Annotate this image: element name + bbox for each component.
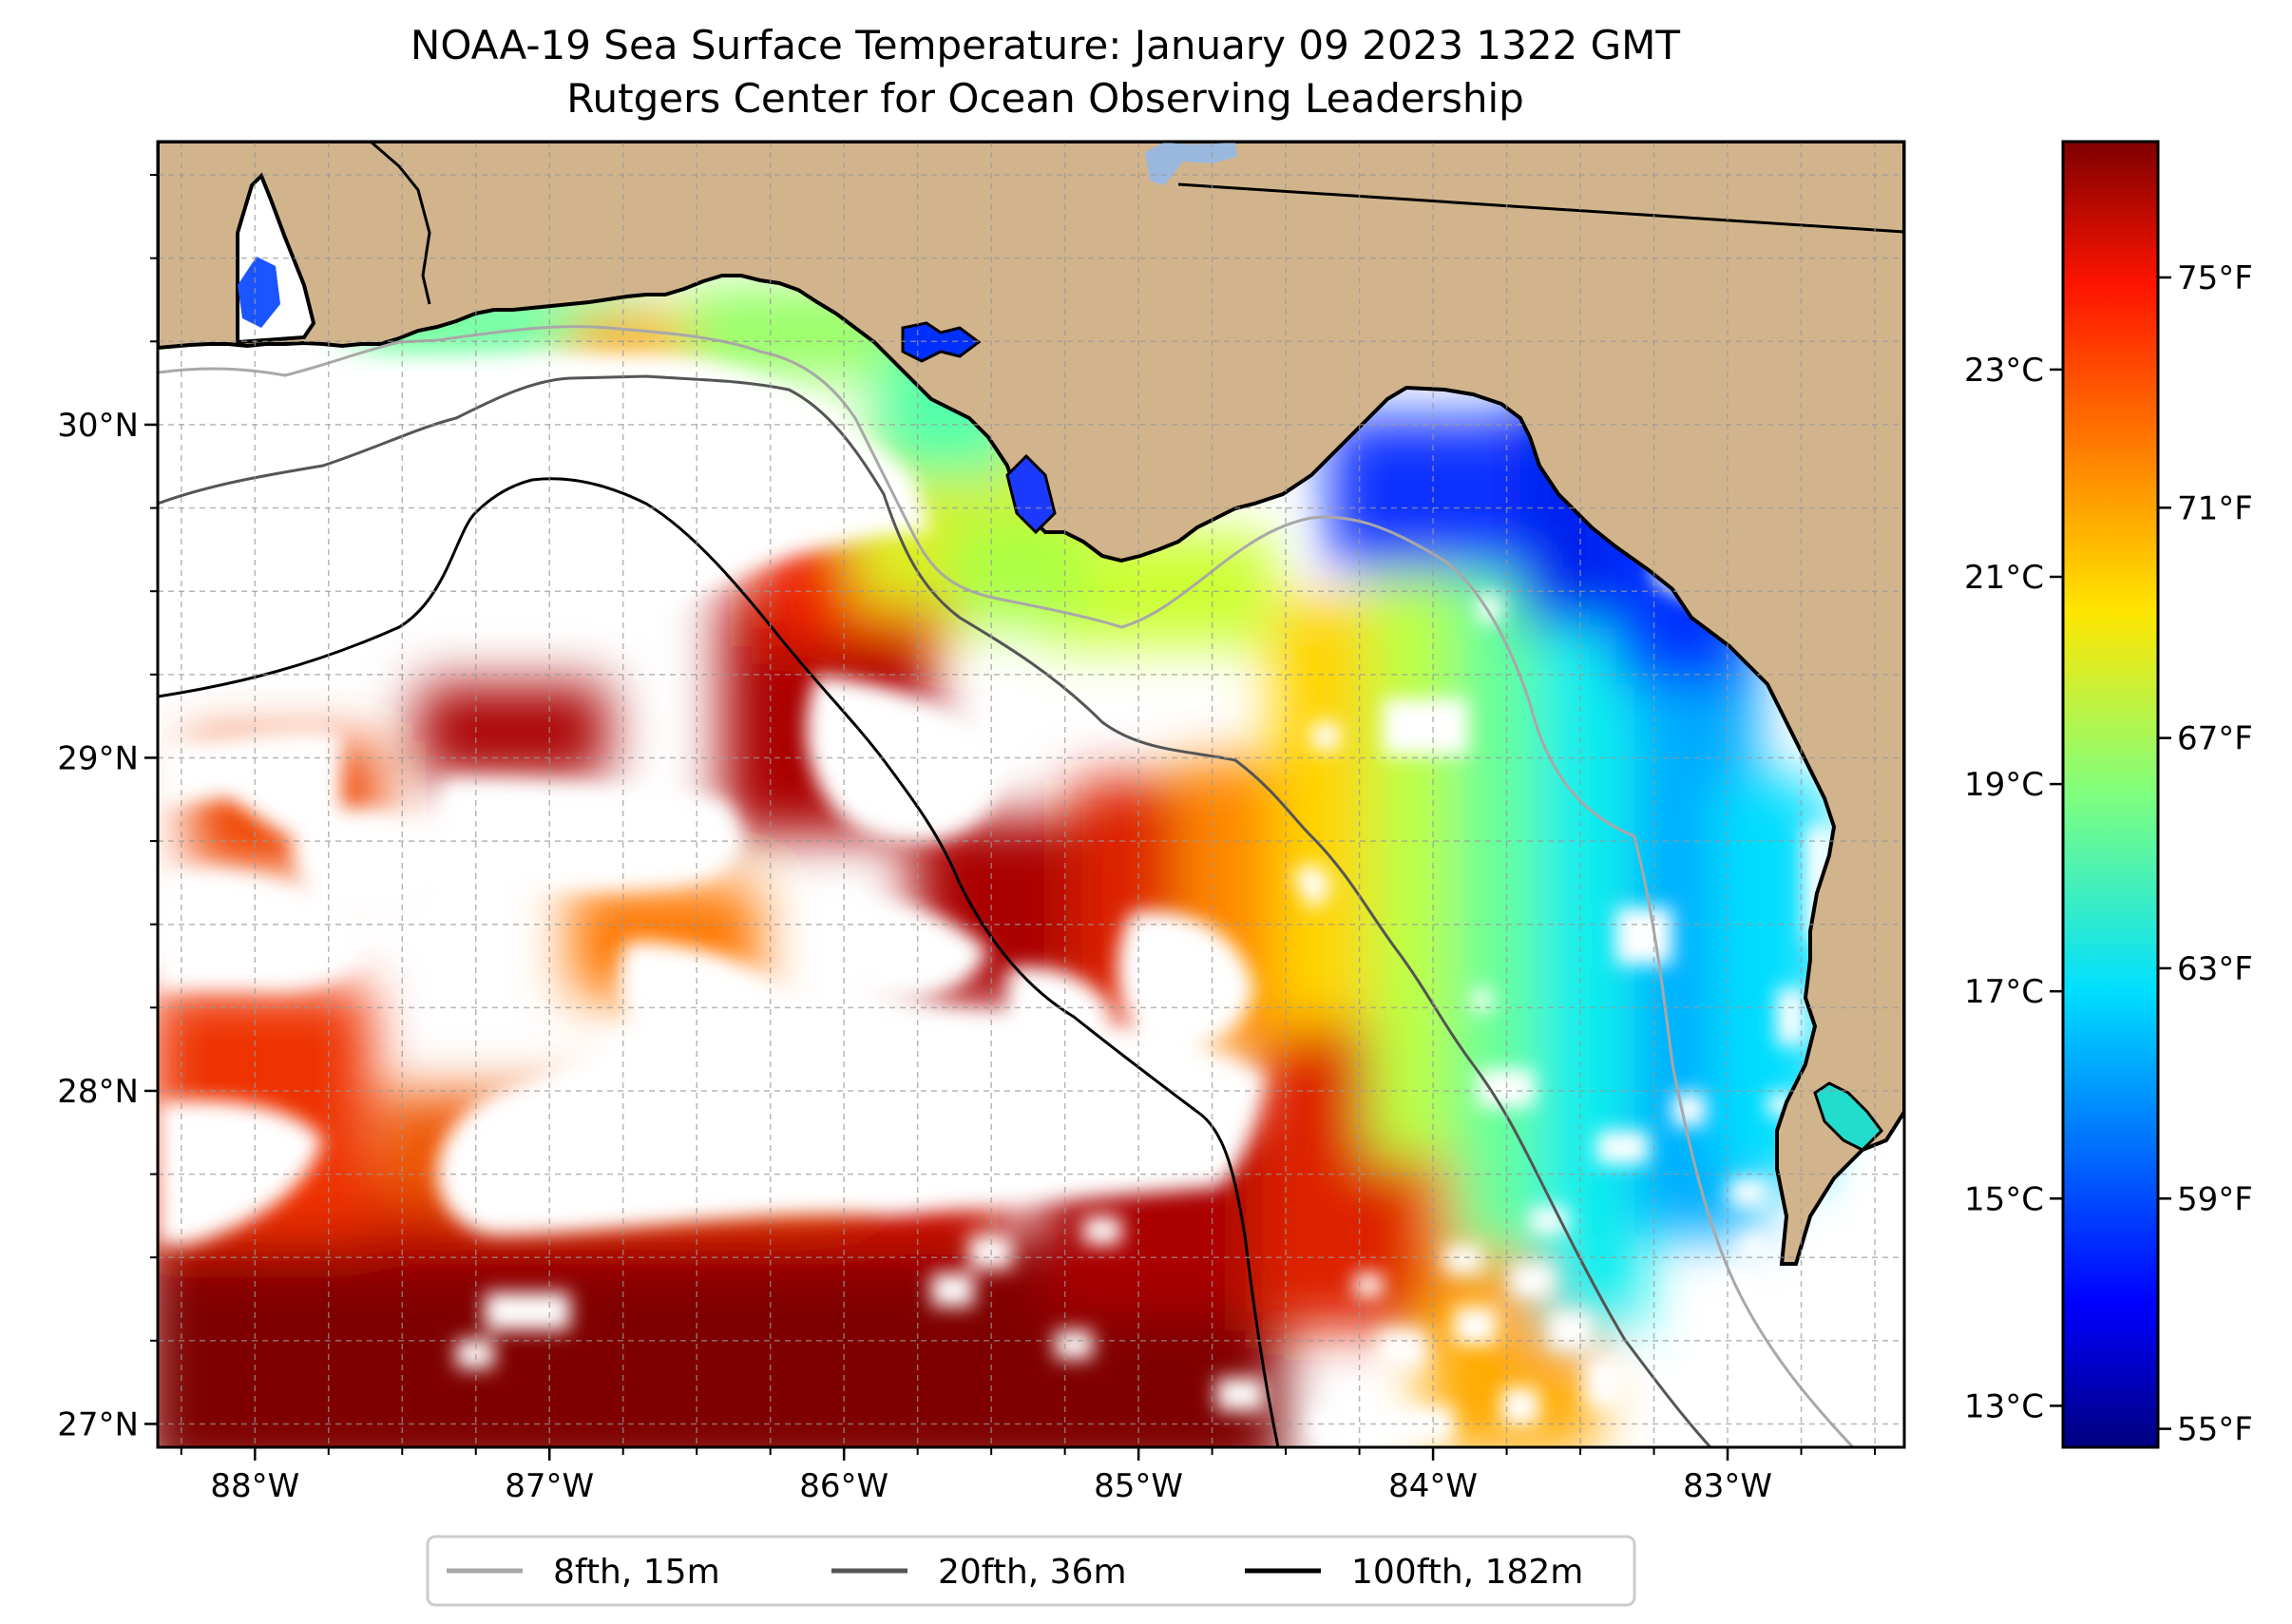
lat-tick-label: 28°N xyxy=(57,1073,139,1111)
mobile-bay-cold-water xyxy=(238,257,280,328)
fahrenheit-tick-label: 67°F xyxy=(2177,720,2253,758)
fahrenheit-tick-label: 55°F xyxy=(2177,1411,2253,1449)
legend-entries: 8fth, 15m 20fth, 36m 100fth, 182m xyxy=(447,1553,1583,1592)
fahrenheit-tick-label: 63°F xyxy=(2177,950,2253,988)
lat-tick-label: 30°N xyxy=(57,407,139,445)
contour-20fth xyxy=(158,374,1712,1447)
state-border xyxy=(1177,182,1904,234)
celsius-tick-label: 13°C xyxy=(1964,1387,2044,1425)
state-border xyxy=(370,142,431,305)
lon-tick-label: 87°W xyxy=(505,1467,594,1505)
lon-tick-label: 84°W xyxy=(1388,1467,1478,1505)
lon-tick-label: 85°W xyxy=(1094,1467,1183,1505)
legend-box xyxy=(426,1535,1636,1607)
celsius-tick-label: 15°C xyxy=(1964,1180,2044,1218)
celsius-tick-label: 17°C xyxy=(1964,973,2044,1011)
map-subtitle: Rutgers Center for Ocean Observing Leade… xyxy=(566,75,1524,122)
sst-field xyxy=(158,142,1904,1447)
lon-tick-label: 86°W xyxy=(799,1467,888,1505)
contour-100fth xyxy=(158,477,1280,1447)
lon-tick-label: 83°W xyxy=(1683,1467,1772,1505)
colorbar-gradient xyxy=(2063,142,2158,1447)
legend-label: 8fth, 15m xyxy=(553,1553,720,1592)
map-gridlines xyxy=(158,142,1904,1447)
map-panel: 88°W 87°W 86°W 85°W 84°W 83°W 27°N 28°N 29°N 30°… xyxy=(57,140,1906,1505)
colorbar-celsius-axis: 13°C 15°C 17°C 19°C 21°C 23°C xyxy=(1964,352,2063,1425)
celsius-tick-label: 19°C xyxy=(1964,766,2044,804)
colorbar-frame xyxy=(2061,140,2160,1449)
fahrenheit-tick-label: 75°F xyxy=(2177,259,2253,297)
longitude-axis: 88°W 87°W 86°W 85°W 84°W 83°W xyxy=(180,1447,1877,1505)
lat-tick-label: 29°N xyxy=(57,739,139,777)
tampa-bay xyxy=(1813,1081,1883,1152)
lat-tick-label: 27°N xyxy=(57,1405,139,1443)
depth-legend: 8fth, 15m 20fth, 36m 100fth, 182m xyxy=(426,1535,1636,1607)
colorbar: 13°C 15°C 17°C 19°C 21°C 23°C 55°F 59°F 63°F 67°… xyxy=(1964,140,2253,1449)
fahrenheit-tick-label: 71°F xyxy=(2177,489,2253,527)
lon-tick-label: 88°W xyxy=(210,1467,299,1505)
fahrenheit-tick-label: 59°F xyxy=(2177,1180,2253,1218)
legend-label: 20fth, 36m xyxy=(938,1553,1127,1592)
inland-lake xyxy=(1145,143,1237,185)
latitude-axis: 27°N 28°N 29°N 30°N xyxy=(57,174,158,1443)
land-mass xyxy=(158,142,1904,1266)
contour-8fth xyxy=(158,325,1855,1447)
map-frame xyxy=(156,140,1906,1449)
map-title: NOAA-19 Sea Surface Temperature: January… xyxy=(410,22,1681,68)
celsius-tick-label: 23°C xyxy=(1964,352,2044,390)
bay-water xyxy=(1005,453,1057,535)
legend-label: 100fth, 182m xyxy=(1351,1553,1583,1592)
bay-water xyxy=(901,321,982,363)
celsius-tick-label: 21°C xyxy=(1964,559,2044,597)
colorbar-fahrenheit-axis: 55°F 59°F 63°F 67°F 71°F 75°F xyxy=(2158,259,2253,1449)
